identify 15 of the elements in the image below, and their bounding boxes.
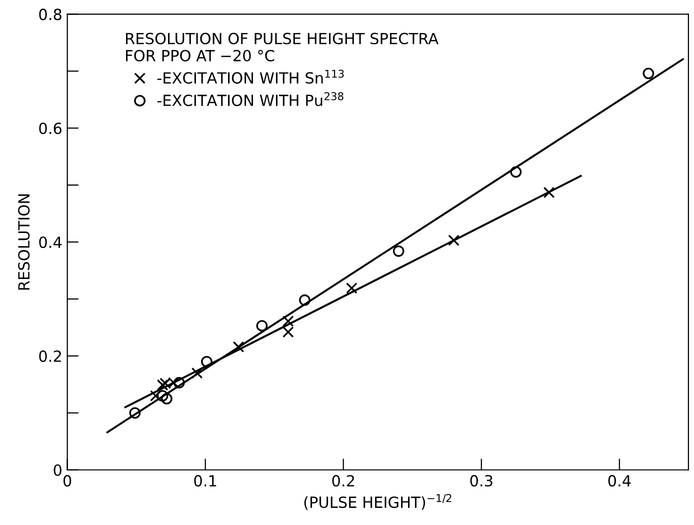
y-tick-label: 0.4 (39, 236, 62, 248)
y-axis-title: RESOLUTION (18, 194, 30, 290)
y-tick-label: 0.2 (39, 350, 61, 362)
y-tick-label: 0.6 (39, 122, 62, 134)
legend-label: -EXCITATION WITH Pu$^{238}$ (157, 92, 344, 106)
y-tick-label: 0.8 (39, 8, 62, 20)
y-tick-label: 0 (54, 464, 62, 476)
x-tick-label: 0.4 (608, 475, 631, 487)
x-tick-label: 0.1 (194, 475, 216, 487)
legend-title: RESOLUTION OF PULSE HEIGHT SPECTRA FOR PPO AT −20 °C (126, 32, 438, 62)
x-tick-label: 0.3 (470, 475, 492, 487)
x-axis-title: (PULSE HEIGHT)$^{−1/2}$ (304, 494, 452, 510)
x-tick-label: 0.2 (332, 475, 354, 487)
x-tick-label: 0 (63, 475, 72, 487)
legend-label: -EXCITATION WITH Sn$^{113}$ (157, 70, 344, 84)
